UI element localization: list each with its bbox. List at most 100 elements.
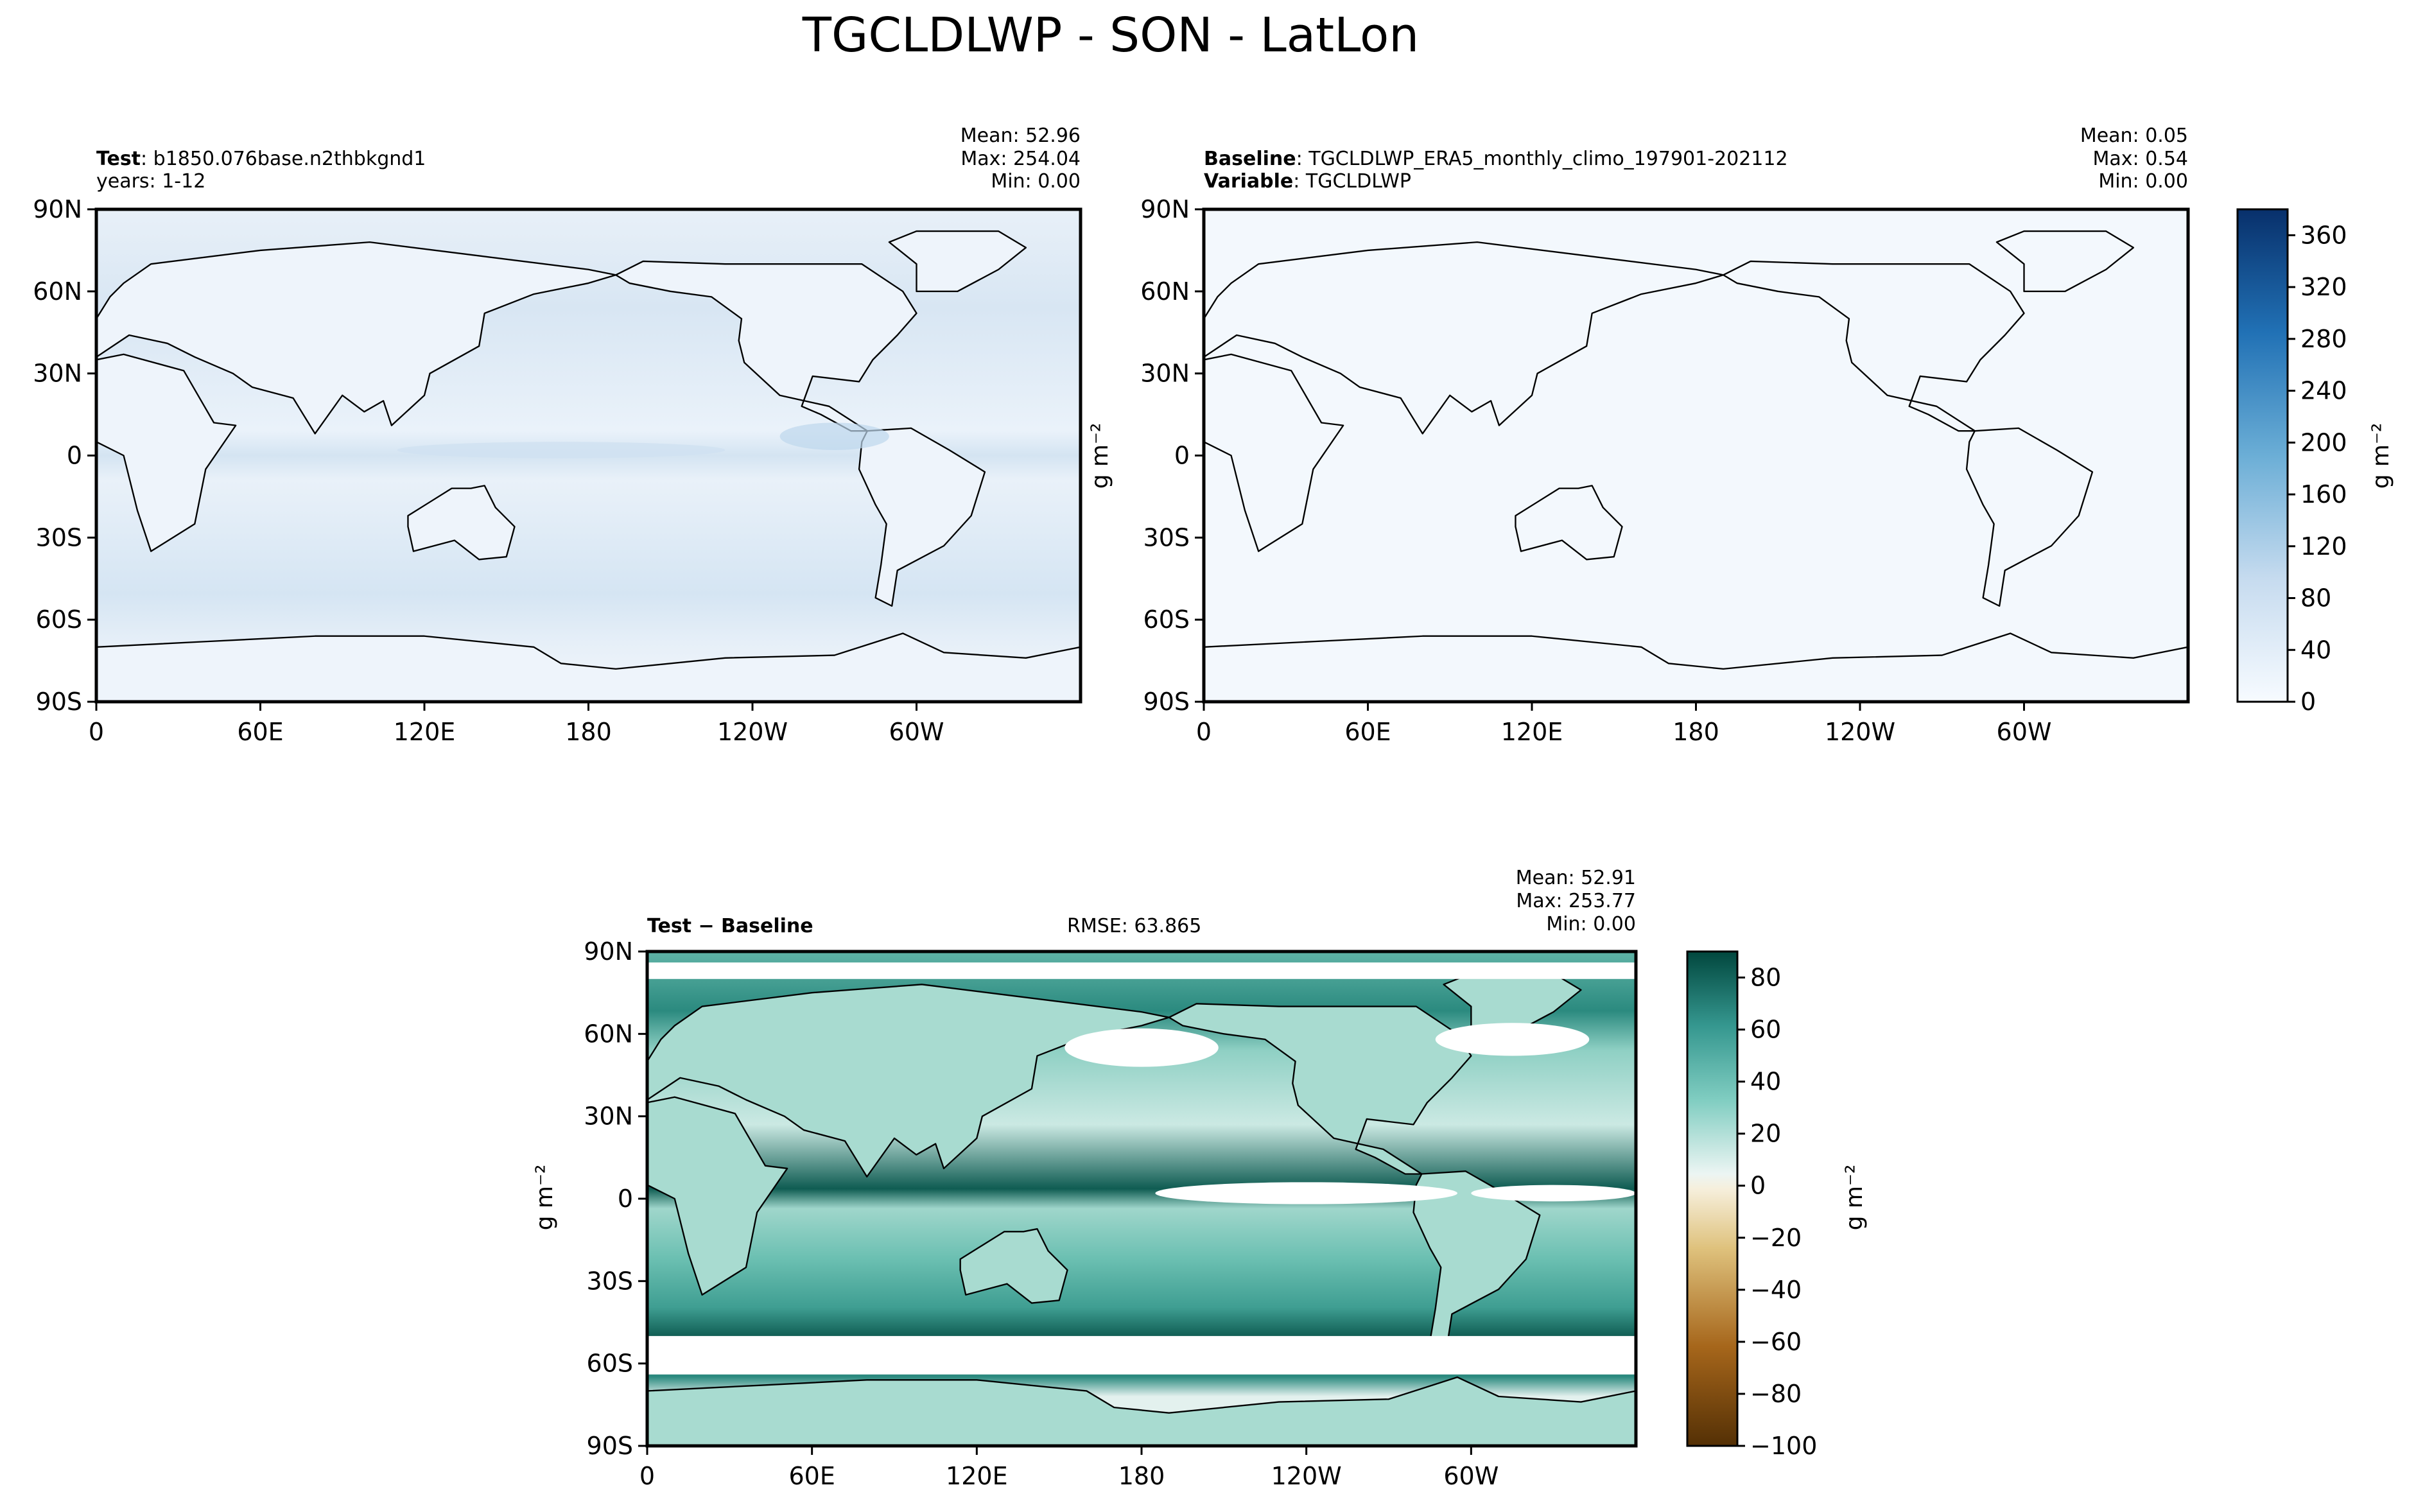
- figure-title: TGCLDLWP - SON - LatLon: [802, 8, 1419, 63]
- lat-tick-label: 90N: [33, 195, 82, 223]
- diff-stat-max: Max: 253.77: [1516, 890, 1636, 912]
- diff-stat-mean: Mean: 52.91: [1516, 867, 1636, 889]
- lon-tick-label: 0: [639, 1462, 655, 1490]
- lon-tick-label: 120W: [1825, 718, 1895, 746]
- baseline-lat-ticks: 90N 60N 30N 0 30S 60S 90S: [1140, 195, 1204, 716]
- test-stat-mean: Mean: 52.96: [960, 125, 1081, 147]
- test-lat-ticks: 90N 60N 30N 0 30S 60S 90S: [33, 195, 96, 716]
- lon-tick-label: 60W: [889, 718, 944, 746]
- lat-tick-label: 0: [67, 442, 82, 470]
- lon-tick-label: 0: [89, 718, 104, 746]
- lon-tick-label: 60W: [1443, 1462, 1499, 1490]
- lat-tick-label: 60N: [1140, 277, 1190, 306]
- colorbar-tick-label: 80: [2300, 584, 2331, 613]
- test-stat-min: Min: 0.00: [991, 170, 1081, 193]
- diff-white-eqatl: [1471, 1185, 1636, 1202]
- lat-tick-label: 30N: [33, 360, 82, 388]
- diff-colorbar-label: g m⁻²: [1841, 1165, 1868, 1231]
- colorbar-tick-label: 160: [2300, 480, 2347, 508]
- colorbar-tick-label: 40: [2300, 636, 2331, 664]
- lon-tick-label: 60E: [788, 1462, 835, 1490]
- colorbar-tick-label: 80: [1750, 964, 1781, 992]
- lon-tick-label: 60E: [1344, 718, 1391, 746]
- lat-tick-label: 90S: [36, 688, 82, 716]
- lat-tick-label: 30N: [584, 1102, 633, 1131]
- baseline-ylabel: g m⁻²: [1087, 423, 1113, 489]
- lon-tick-label: 60E: [237, 718, 283, 746]
- colorbar-tick-label: 240: [2300, 377, 2347, 405]
- lon-tick-label: 60W: [1997, 718, 2052, 746]
- diff-map: [647, 952, 1636, 1446]
- diff-white-npac: [1065, 1028, 1219, 1067]
- test-years: years: 1-12: [96, 170, 205, 193]
- baseline-variable: Variable: TGCLDLWP: [1204, 170, 1411, 193]
- lon-tick-label: 120W: [717, 718, 788, 746]
- diff-white-eqpac: [1155, 1182, 1457, 1204]
- baseline-lon-ticks: 0 60E 120E 180 120W 60W: [1196, 702, 2052, 746]
- lat-tick-label: 60S: [587, 1350, 633, 1378]
- lon-tick-label: 180: [565, 718, 612, 746]
- lat-tick-label: 90N: [1140, 195, 1190, 223]
- lat-tick-label: 30S: [36, 523, 82, 552]
- diff-colorbar-fill: [1686, 950, 1739, 1447]
- test-map: [96, 209, 1081, 702]
- diff-lat-ticks: 90N 60N 30N 0 30S 60S 90S: [584, 937, 647, 1460]
- baseline-map: [1204, 209, 2188, 702]
- colorbar-tick-label: 280: [2300, 325, 2347, 353]
- lat-tick-label: 60N: [33, 277, 82, 306]
- lat-tick-label: 0: [1174, 442, 1190, 470]
- test-itcz-band: [397, 442, 726, 458]
- top-colorbar: 360 320 280 240 200 160 120 80 40 0 g m⁻²: [2236, 208, 2394, 716]
- colorbar-tick-label: −80: [1750, 1380, 1802, 1408]
- diff-lon-ticks: 0 60E 120E 180 120W 60W: [639, 1446, 1499, 1490]
- colorbar-tick-label: −60: [1750, 1328, 1802, 1356]
- lat-tick-label: 90N: [584, 937, 633, 966]
- diff-colorbar-ticks: 80 60 40 20 0 −20 −40 −60 −80 −100: [1737, 964, 1817, 1460]
- colorbar-tick-label: 40: [1750, 1068, 1781, 1096]
- baseline-stat-mean: Mean: 0.05: [2080, 125, 2188, 147]
- colorbar-tick-label: −20: [1750, 1224, 1802, 1252]
- baseline-stat-max: Max: 0.54: [2093, 148, 2188, 170]
- diff-stat-min: Min: 0.00: [1546, 913, 1636, 935]
- lat-tick-label: 30S: [587, 1267, 633, 1295]
- lat-tick-label: 90S: [1143, 688, 1190, 716]
- top-colorbar-fill: [2236, 208, 2289, 703]
- test-high-region: [779, 422, 889, 450]
- lat-tick-label: 90S: [587, 1432, 633, 1460]
- diff-panel: Test − Baseline RMSE: 63.865 Mean: 52.91…: [532, 867, 1638, 1490]
- diff-white-arctic: [647, 962, 1636, 979]
- baseline-stat-min: Min: 0.00: [2098, 170, 2188, 193]
- diff-colorbar: 80 60 40 20 0 −20 −40 −60 −80 −100 g m⁻²: [1686, 950, 1868, 1460]
- lon-tick-label: 120W: [1271, 1462, 1342, 1490]
- diff-label: Test − Baseline: [647, 915, 813, 937]
- colorbar-tick-label: 60: [1750, 1016, 1781, 1044]
- lat-tick-label: 0: [618, 1185, 633, 1213]
- baseline-label: Baseline: TGCLDLWP_ERA5_monthly_climo_19…: [1204, 148, 1788, 170]
- baseline-panel: Baseline: TGCLDLWP_ERA5_monthly_climo_19…: [1087, 125, 2190, 746]
- lat-tick-label: 60N: [584, 1020, 633, 1048]
- test-label: Test: b1850.076base.n2thbkgnd1: [96, 148, 426, 170]
- top-colorbar-label: g m⁻²: [2368, 423, 2394, 489]
- lon-tick-label: 120E: [1501, 718, 1563, 746]
- colorbar-tick-label: 20: [1750, 1120, 1781, 1148]
- test-stat-max: Max: 254.04: [960, 148, 1081, 170]
- lon-tick-label: 180: [1118, 1462, 1165, 1490]
- colorbar-tick-label: 200: [2300, 428, 2347, 456]
- test-lon-ticks: 0 60E 120E 180 120W 60W: [89, 702, 944, 746]
- lon-tick-label: 0: [1196, 718, 1212, 746]
- colorbar-tick-label: −100: [1750, 1432, 1817, 1460]
- lat-tick-label: 30S: [1143, 523, 1190, 552]
- colorbar-tick-label: 120: [2300, 532, 2347, 560]
- lon-tick-label: 120E: [394, 718, 456, 746]
- lat-tick-label: 60S: [36, 605, 82, 634]
- colorbar-tick-label: 0: [1750, 1172, 1766, 1200]
- lat-tick-label: 30N: [1140, 360, 1190, 388]
- diff-white-so: [647, 1335, 1636, 1375]
- colorbar-tick-label: 0: [2300, 688, 2316, 716]
- lat-tick-label: 60S: [1143, 605, 1190, 634]
- colorbar-tick-label: −40: [1750, 1276, 1802, 1304]
- diff-ylabel: g m⁻²: [532, 1165, 558, 1231]
- lon-tick-label: 120E: [946, 1462, 1008, 1490]
- test-panel: Test: b1850.076base.n2thbkgnd1 years: 1-…: [33, 125, 1082, 746]
